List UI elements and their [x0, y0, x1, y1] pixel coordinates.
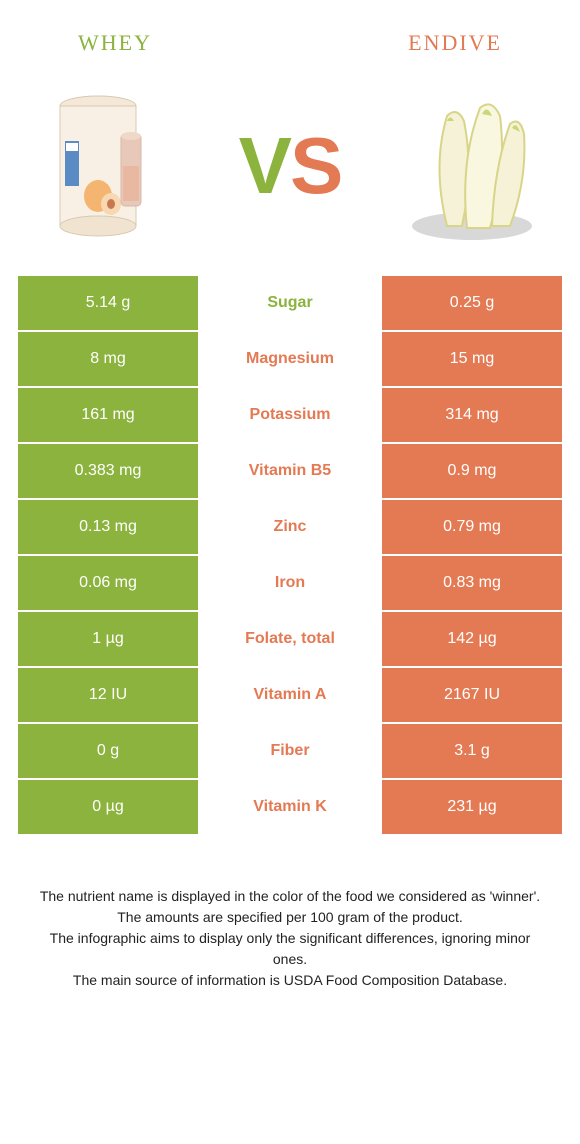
table-row: 0 gFiber3.1 g: [18, 724, 562, 780]
header-row: WHEY ENDIVE: [18, 20, 562, 76]
nutrient-label: Vitamin A: [198, 668, 382, 722]
left-value: 0 g: [18, 724, 198, 778]
infographic-container: WHEY ENDIVE VS: [0, 0, 580, 1031]
right-value: 0.9 mg: [382, 444, 562, 498]
image-row: VS: [18, 76, 562, 276]
vs-s: S: [290, 121, 341, 210]
footer-line: The nutrient name is displayed in the co…: [38, 886, 542, 907]
title-right: ENDIVE: [408, 30, 502, 56]
footer-line: The main source of information is USDA F…: [38, 970, 542, 991]
nutrient-table: 5.14 gSugar0.25 g8 mgMagnesium15 mg161 m…: [18, 276, 562, 836]
footer-notes: The nutrient name is displayed in the co…: [18, 836, 562, 1011]
table-row: 0.06 mgIron0.83 mg: [18, 556, 562, 612]
nutrient-label: Sugar: [198, 276, 382, 330]
table-row: 0.383 mgVitamin B50.9 mg: [18, 444, 562, 500]
nutrient-label: Potassium: [198, 388, 382, 442]
left-value: 161 mg: [18, 388, 198, 442]
right-value: 0.79 mg: [382, 500, 562, 554]
table-row: 0.13 mgZinc0.79 mg: [18, 500, 562, 556]
nutrient-label: Vitamin B5: [198, 444, 382, 498]
table-row: 0 µgVitamin K231 µg: [18, 780, 562, 836]
footer-line: The amounts are specified per 100 gram o…: [38, 907, 542, 928]
nutrient-label: Vitamin K: [198, 780, 382, 834]
whey-icon: [43, 86, 173, 246]
right-value: 314 mg: [382, 388, 562, 442]
title-left: WHEY: [78, 30, 152, 56]
table-row: 5.14 gSugar0.25 g: [18, 276, 562, 332]
left-value: 0.13 mg: [18, 500, 198, 554]
nutrient-label: Folate, total: [198, 612, 382, 666]
vs-label: VS: [239, 120, 342, 212]
footer-line: The infographic aims to display only the…: [38, 928, 542, 970]
right-value: 2167 IU: [382, 668, 562, 722]
left-value: 5.14 g: [18, 276, 198, 330]
left-value: 0.06 mg: [18, 556, 198, 610]
right-value: 231 µg: [382, 780, 562, 834]
right-value: 142 µg: [382, 612, 562, 666]
endive-icon: [392, 86, 552, 246]
table-row: 8 mgMagnesium15 mg: [18, 332, 562, 388]
nutrient-label: Fiber: [198, 724, 382, 778]
left-value: 8 mg: [18, 332, 198, 386]
right-value: 0.83 mg: [382, 556, 562, 610]
whey-image: [28, 86, 188, 246]
table-row: 12 IUVitamin A2167 IU: [18, 668, 562, 724]
left-value: 0 µg: [18, 780, 198, 834]
left-value: 0.383 mg: [18, 444, 198, 498]
endive-image: [392, 86, 552, 246]
nutrient-label: Iron: [198, 556, 382, 610]
nutrient-label: Magnesium: [198, 332, 382, 386]
nutrient-label: Zinc: [198, 500, 382, 554]
right-value: 3.1 g: [382, 724, 562, 778]
left-value: 12 IU: [18, 668, 198, 722]
table-row: 161 mgPotassium314 mg: [18, 388, 562, 444]
left-value: 1 µg: [18, 612, 198, 666]
table-row: 1 µgFolate, total142 µg: [18, 612, 562, 668]
vs-v: V: [239, 121, 290, 210]
right-value: 0.25 g: [382, 276, 562, 330]
right-value: 15 mg: [382, 332, 562, 386]
